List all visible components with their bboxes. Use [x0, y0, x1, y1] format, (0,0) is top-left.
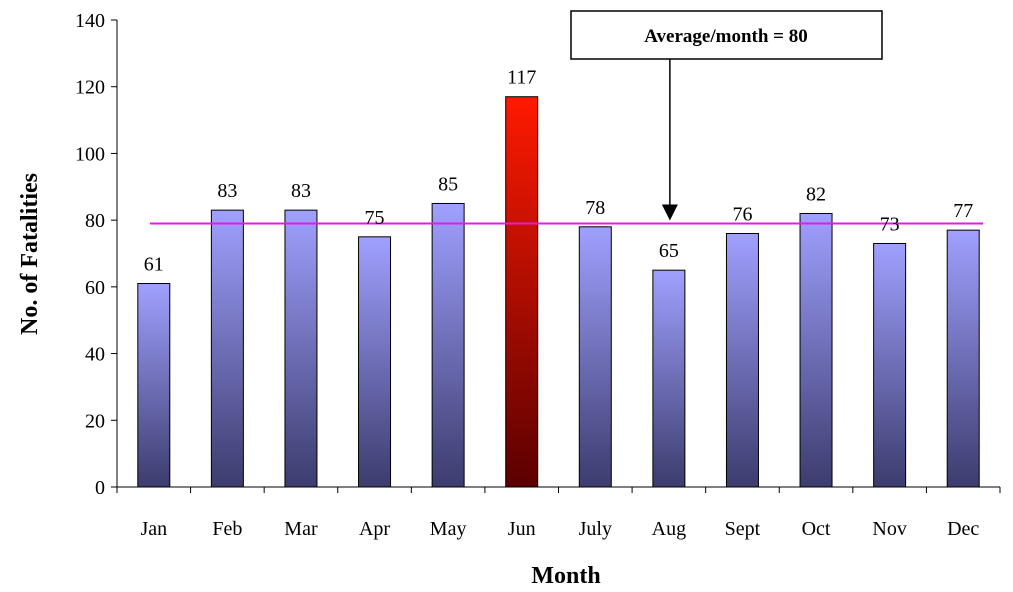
- x-tick-label-jun: Jun: [508, 518, 536, 540]
- data-label-may: 85: [438, 173, 458, 195]
- y-tick-label-20: 20: [85, 410, 105, 432]
- bar-sept: [725, 232, 759, 488]
- bar-jun: [505, 96, 539, 488]
- bar-dec: [946, 229, 980, 488]
- data-label-july: 78: [585, 197, 605, 219]
- bar-jan: [137, 283, 171, 488]
- data-label-jun: 117: [507, 67, 536, 89]
- x-tick-label-aug: Aug: [652, 518, 686, 540]
- data-label-apr: 75: [365, 207, 385, 229]
- x-tick-label-dec: Dec: [947, 518, 979, 540]
- annotation-box: [570, 10, 883, 60]
- annotation: Average/month = 80: [570, 10, 883, 221]
- bar-nov: [873, 242, 907, 488]
- data-label-sept: 76: [732, 203, 752, 225]
- y-tick-label-0: 0: [95, 477, 105, 499]
- bar-feb: [210, 209, 244, 488]
- bar-apr: [358, 236, 392, 488]
- bar-oct: [799, 212, 833, 488]
- annotation-arrow-head: [661, 204, 678, 221]
- data-label-oct: 82: [806, 183, 826, 205]
- x-tick-label-nov: Nov: [872, 518, 906, 540]
- bar-aug: [652, 269, 686, 488]
- data-label-mar: 83: [291, 180, 311, 202]
- x-tick-label-jan: Jan: [140, 518, 167, 540]
- x-tick-label-feb: Feb: [212, 518, 242, 540]
- y-tick-label-60: 60: [85, 277, 105, 299]
- y-axis-title: No. of Fatalities: [17, 173, 43, 335]
- x-tick-label-sept: Sept: [725, 518, 761, 540]
- x-tick-label-mar: Mar: [284, 518, 318, 540]
- data-label-feb: 83: [217, 180, 237, 202]
- data-label-jan: 61: [144, 254, 164, 276]
- y-ticks: 0 20 40 60 80 100 120 140: [75, 10, 117, 499]
- data-labels: 61 83 83 75 85 117 78 65 76 82 73 77: [144, 67, 973, 276]
- y-tick-label-80: 80: [85, 210, 105, 232]
- y-tick-label-120: 120: [75, 77, 105, 99]
- annotation-text: Average/month = 80: [644, 26, 808, 47]
- bar-july: [578, 226, 612, 488]
- bar-may: [431, 202, 465, 488]
- data-label-aug: 65: [659, 240, 679, 262]
- x-tick-label-may: May: [430, 518, 467, 540]
- y-tick-label-40: 40: [85, 344, 105, 366]
- x-axis-title: Month: [531, 563, 600, 589]
- y-tick-label-100: 100: [75, 143, 105, 165]
- axes-layer: [116, 20, 1000, 488]
- x-tick-label-oct: Oct: [802, 518, 831, 540]
- y-tick-label-140: 140: [75, 10, 105, 32]
- x-ticks: Jan Feb Mar Apr May Jun July Aug Sept Oct Nov Dec: [116, 487, 1001, 540]
- data-label-nov: 73: [880, 213, 900, 235]
- bar-mar: [284, 209, 318, 488]
- x-tick-label-apr: Apr: [359, 518, 390, 540]
- x-tick-label-july: July: [579, 518, 612, 540]
- data-label-dec: 77: [953, 200, 973, 222]
- bars-layer: [137, 96, 980, 488]
